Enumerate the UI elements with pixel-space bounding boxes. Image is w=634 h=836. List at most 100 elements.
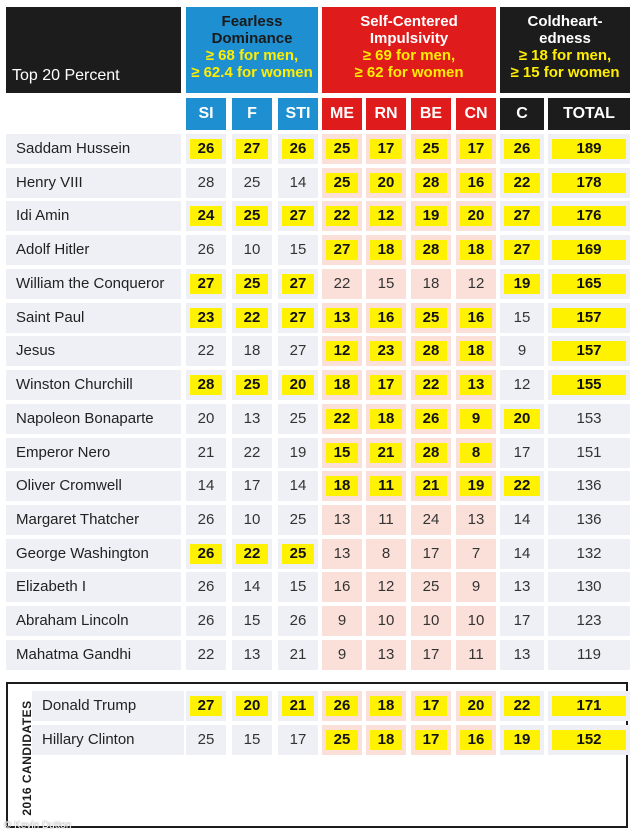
score-cell-sti: 21 [278, 691, 318, 721]
score-cell-f: 22 [232, 539, 272, 569]
highlighted-score: 17 [415, 696, 447, 716]
column-header-rn: RN [366, 98, 406, 130]
highlighted-score: 26 [504, 139, 540, 159]
highlighted-score: 17 [370, 375, 402, 395]
score-cell-me: 16 [322, 572, 362, 602]
highlighted-score: 11 [370, 476, 402, 496]
score: 16 [333, 578, 351, 595]
score: 26 [197, 578, 215, 595]
score: 17 [243, 477, 261, 494]
highlighted-score: 152 [552, 730, 626, 750]
score: 14 [513, 545, 531, 562]
score: 10 [467, 612, 485, 629]
highlighted-score: 17 [415, 730, 447, 750]
score: 7 [471, 545, 481, 562]
score-cell-be: 17 [411, 539, 451, 569]
score-cell-c: 14 [500, 505, 544, 535]
score-cell-cn: 12 [456, 269, 496, 299]
score: 27 [289, 342, 307, 359]
score-cell-me: 13 [322, 539, 362, 569]
row-name: Saint Paul [6, 303, 181, 333]
table-row: Saint Paul 23 22 27 13 16 25 16 15 157 [6, 303, 630, 333]
score: 14 [243, 578, 261, 595]
score: 15 [243, 612, 261, 629]
score-cell-cn: 9 [456, 572, 496, 602]
score-cell-me: 25 [322, 134, 362, 164]
highlighted-score: 20 [236, 696, 268, 716]
score-cell-cn: 16 [456, 303, 496, 333]
highlighted-score: 28 [415, 443, 447, 463]
score-cell-sti: 27 [278, 336, 318, 366]
highlighted-score: 23 [370, 341, 402, 361]
group-criteria-line: ≥ 62.4 for women [191, 64, 313, 81]
highlighted-score: 16 [370, 308, 402, 328]
score-cell-c: 19 [500, 725, 544, 755]
score-cell-cn: 11 [456, 640, 496, 670]
score-cell-sti: 27 [278, 201, 318, 231]
highlighted-score: 28 [415, 341, 447, 361]
score-cell-cn: 9 [456, 404, 496, 434]
score-cell-c: 27 [500, 201, 544, 231]
score-cell-c: 13 [500, 572, 544, 602]
score: 151 [576, 444, 602, 461]
score: 17 [513, 444, 531, 461]
highlighted-score: 26 [190, 544, 222, 564]
score-cell-rn: 13 [366, 640, 406, 670]
highlighted-score: 25 [236, 375, 268, 395]
score-cell-c: 17 [500, 606, 544, 636]
score: 8 [381, 545, 391, 562]
score-cell-me: 18 [322, 370, 362, 400]
highlighted-score: 12 [370, 206, 402, 226]
score-cell-c: 22 [500, 471, 544, 501]
row-name: Margaret Thatcher [6, 505, 181, 535]
row-name: George Washington [6, 539, 181, 569]
score-cell-si: 14 [186, 471, 226, 501]
score-cell-c: 26 [500, 134, 544, 164]
score-cell-f: 13 [232, 640, 272, 670]
table-row: George Washington 26 22 25 13 8 17 7 14 132 [6, 539, 630, 569]
score-cell-total: 136 [548, 505, 630, 535]
fearless-dominance-header: Fearless Dominance ≥ 68 for men, ≥ 62.4 … [186, 7, 318, 93]
score-cell-f: 27 [232, 134, 272, 164]
score-cell-be: 17 [411, 691, 451, 721]
score-cell-si: 26 [186, 505, 226, 535]
score-cell-sti: 27 [278, 303, 318, 333]
highlighted-score: 16 [460, 308, 492, 328]
highlighted-score: 178 [552, 173, 626, 193]
score-cell-si: 25 [186, 725, 226, 755]
group-criteria-line: ≥ 62 for women [354, 64, 464, 81]
highlighted-score: 157 [552, 308, 626, 328]
highlighted-score: 19 [460, 476, 492, 496]
score-cell-me: 13 [322, 303, 362, 333]
score-cell-be: 26 [411, 404, 451, 434]
highlighted-score: 20 [460, 696, 492, 716]
score: 12 [377, 578, 395, 595]
score: 20 [197, 410, 215, 427]
score-cell-c: 12 [500, 370, 544, 400]
highlighted-score: 27 [326, 240, 358, 260]
score-cell-total: 155 [548, 370, 630, 400]
score: 15 [513, 309, 531, 326]
row-name: Abraham Lincoln [6, 606, 181, 636]
score: 22 [243, 444, 261, 461]
row-name: Saddam Hussein [6, 134, 181, 164]
column-header-sti: STI [278, 98, 318, 130]
score: 17 [422, 545, 440, 562]
score: 13 [467, 511, 485, 528]
score: 10 [243, 241, 261, 258]
score-cell-cn: 13 [456, 370, 496, 400]
score-cell-c: 27 [500, 235, 544, 265]
score-cell-cn: 20 [456, 201, 496, 231]
highlighted-score: 18 [370, 240, 402, 260]
score-cell-be: 19 [411, 201, 451, 231]
highlighted-score: 18 [370, 696, 402, 716]
score: 26 [197, 511, 215, 528]
score-cell-me: 25 [322, 725, 362, 755]
score-cell-cn: 7 [456, 539, 496, 569]
table-corner-header: Top 20 Percent [6, 7, 181, 93]
table-title: Top 20 Percent [12, 67, 120, 84]
score-cell-rn: 18 [366, 691, 406, 721]
group-criteria-line: ≥ 18 for men, [518, 47, 612, 64]
score: 22 [197, 342, 215, 359]
score: 21 [197, 444, 215, 461]
